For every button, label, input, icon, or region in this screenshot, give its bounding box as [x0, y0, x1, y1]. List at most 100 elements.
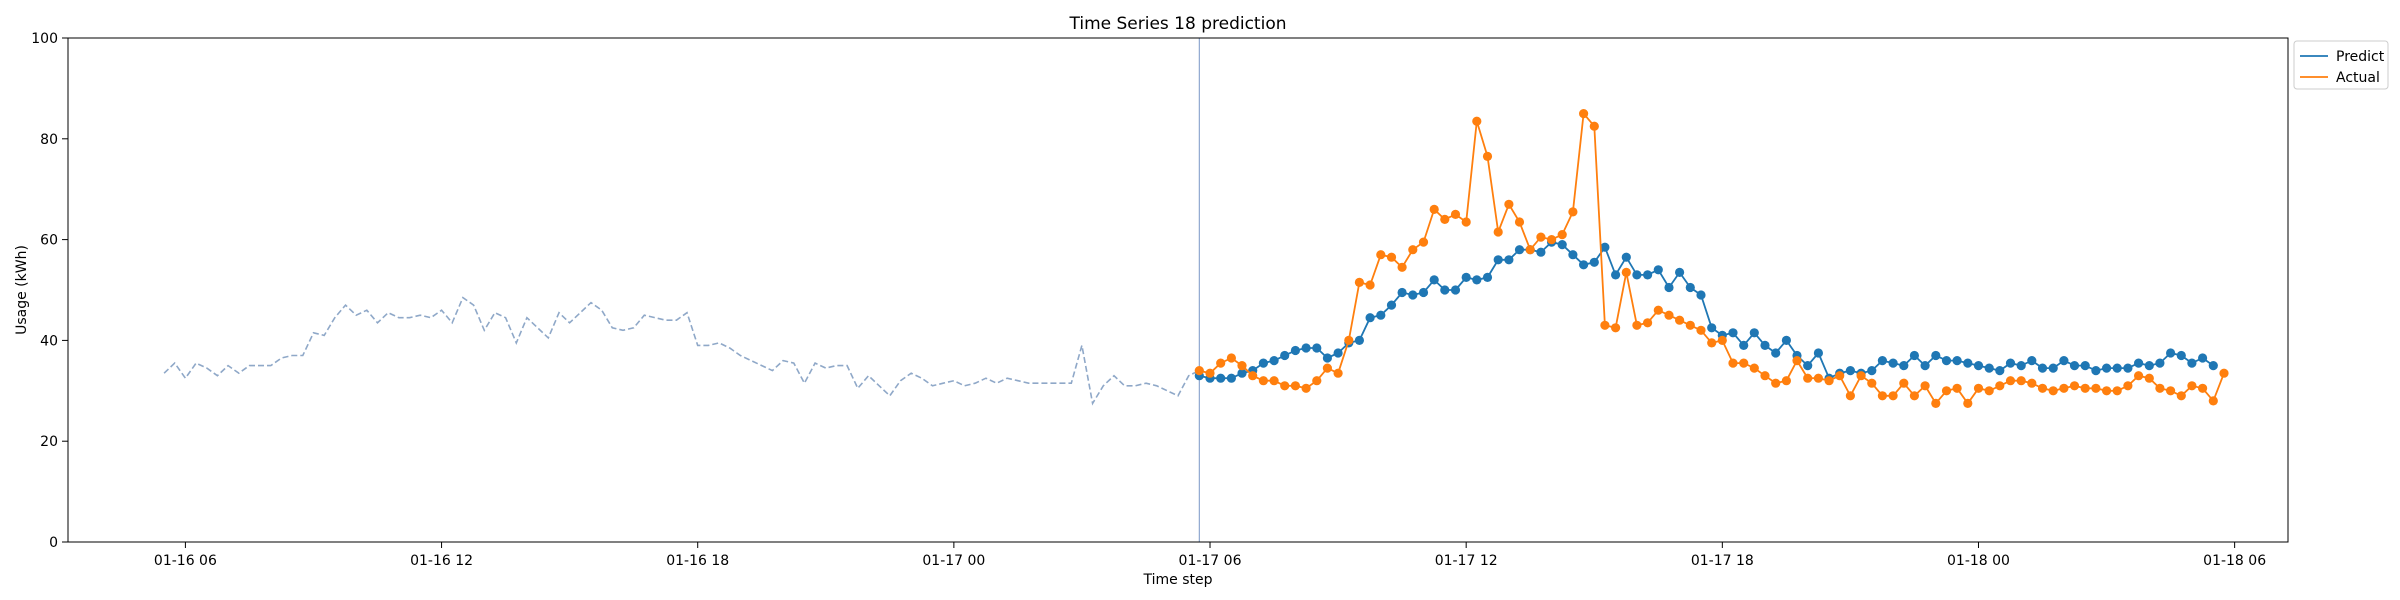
data-point-predict: [2027, 356, 2037, 366]
data-point-predict: [1472, 275, 1482, 285]
data-point-actual: [1461, 217, 1471, 227]
data-point-predict: [1600, 242, 1610, 252]
data-point-actual: [1258, 376, 1268, 386]
data-point-predict: [1995, 366, 2005, 376]
data-point-actual: [2059, 383, 2069, 393]
data-point-actual: [2187, 381, 2197, 391]
data-point-predict: [1429, 275, 1439, 285]
legend: Predict Actual: [2293, 40, 2389, 90]
data-point-predict: [1301, 343, 1311, 353]
data-point-predict: [1482, 272, 1493, 282]
data-point-actual: [1867, 378, 1877, 388]
data-point-predict: [1771, 348, 1781, 358]
data-point-predict: [1845, 366, 1855, 376]
data-point-actual: [1973, 383, 1984, 393]
x-tick-label: 01-18 06: [2203, 553, 2266, 569]
data-point-actual: [1194, 366, 1204, 376]
data-point-predict: [1611, 270, 1621, 280]
data-point-actual: [1290, 381, 1300, 391]
data-point-actual: [1995, 381, 2005, 391]
data-point-predict: [1621, 252, 1631, 262]
data-point-actual: [1248, 371, 1258, 381]
legend-label-predict: Predict: [2336, 49, 2385, 65]
data-point-predict: [1675, 267, 1685, 277]
data-point-predict: [1450, 285, 1461, 295]
data-point-predict: [1354, 335, 1364, 345]
data-point-actual: [1504, 199, 1514, 209]
data-point-actual: [2219, 368, 2229, 378]
data-point-predict: [2198, 353, 2208, 363]
data-point-predict: [1653, 265, 1663, 275]
data-point-actual: [1536, 232, 1546, 242]
data-point-actual: [1386, 252, 1397, 262]
data-point-predict: [2016, 361, 2026, 371]
data-point-actual: [1482, 151, 1493, 161]
data-point-actual: [1611, 323, 1621, 333]
y-tick-label: 100: [31, 31, 58, 47]
data-point-actual: [1365, 280, 1375, 290]
x-tick-label: 01-18 00: [1947, 553, 2010, 569]
data-point-actual: [1739, 358, 1749, 368]
data-point-predict: [2102, 363, 2112, 373]
data-point-actual: [1301, 383, 1311, 393]
data-point-actual: [1749, 363, 1759, 373]
data-point-predict: [2069, 361, 2080, 371]
chart-title: Time Series 18 prediction: [1068, 14, 1286, 34]
data-point-actual: [1429, 204, 1439, 214]
data-point-actual: [1312, 376, 1322, 386]
data-point-actual: [1877, 391, 1887, 401]
y-axis-label: Usage (kWh): [14, 245, 30, 335]
data-point-actual: [1344, 335, 1354, 345]
data-point-actual: [1931, 398, 1941, 408]
data-point-actual: [1493, 227, 1503, 237]
data-point-predict: [1333, 348, 1343, 358]
data-point-actual: [1269, 376, 1279, 386]
data-point-actual: [1771, 378, 1781, 388]
data-point-actual: [1760, 371, 1770, 381]
data-point-actual: [2102, 386, 2112, 396]
data-point-actual: [2123, 381, 2133, 391]
x-tick-label: 01-17 12: [1435, 553, 1498, 569]
data-point-actual: [1856, 371, 1866, 381]
data-point-actual: [1792, 356, 1802, 366]
data-point-actual: [1322, 363, 1332, 373]
data-point-actual: [1728, 358, 1738, 368]
data-point-predict: [1322, 353, 1332, 363]
data-point-actual: [1333, 368, 1343, 378]
data-point-actual: [2134, 371, 2144, 381]
data-point-actual: [2144, 373, 2154, 383]
data-point-predict: [1504, 255, 1514, 265]
series-predict: [1194, 237, 2218, 383]
data-point-actual: [1835, 371, 1845, 381]
data-point-predict: [1418, 287, 1429, 298]
data-point-actual: [1579, 109, 1589, 119]
data-point-actual: [1781, 376, 1791, 386]
data-point-predict: [2112, 363, 2122, 373]
data-point-predict: [1707, 323, 1717, 333]
data-point-predict: [1536, 247, 1546, 257]
data-point-predict: [1312, 343, 1322, 353]
data-point-predict: [1493, 255, 1503, 265]
data-point-predict: [1386, 300, 1397, 310]
x-tick-label: 01-17 00: [922, 553, 985, 569]
data-point-predict: [2059, 356, 2069, 366]
history-series-line: [163, 296, 1200, 406]
data-point-predict: [1803, 361, 1813, 371]
plot-area: [163, 38, 2229, 542]
x-tick-label: 01-17 06: [1179, 553, 1242, 569]
data-point-predict: [1632, 270, 1642, 280]
data-point-predict: [1685, 282, 1695, 293]
data-point-actual: [2208, 396, 2218, 406]
data-point-predict: [1258, 358, 1268, 368]
data-point-predict: [1216, 373, 1226, 383]
data-point-actual: [1589, 121, 1599, 131]
data-point-predict: [1226, 373, 1236, 383]
data-point-actual: [2198, 383, 2208, 393]
data-point-actual: [1600, 320, 1610, 330]
data-point-predict: [2155, 358, 2165, 368]
data-point-predict: [1941, 356, 1952, 366]
data-point-predict: [2176, 350, 2186, 361]
series-line-actual: [1199, 111, 2225, 405]
data-point-predict: [2091, 366, 2101, 376]
x-tick-label: 01-16 06: [154, 553, 217, 569]
